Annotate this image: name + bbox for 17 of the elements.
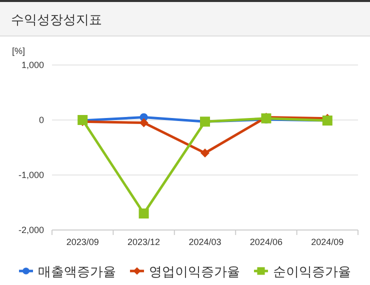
legend-label: 순이익증가율 [273, 264, 351, 279]
point [200, 148, 210, 158]
point [139, 118, 148, 128]
x-tick-label: 2024/09 [311, 237, 344, 247]
legend-label: 영업이익증가율 [149, 264, 240, 279]
y-tick-label: 1,000 [21, 60, 44, 70]
x-tick-label: 2023/12 [128, 237, 160, 247]
chart-title: 수익성장성지표 [11, 12, 102, 27]
point [138, 208, 149, 218]
x-tick-label: 2024/06 [250, 237, 282, 247]
y-tick-label: 0 [38, 115, 44, 125]
y-tick-label: -1,000 [18, 170, 44, 180]
y-tick-label: -2,000 [18, 225, 44, 235]
y-axis-title: [%] [12, 46, 26, 56]
x-tick-label: 2023/09 [66, 237, 99, 247]
legend-label: 매출액증가율 [38, 264, 116, 279]
x-tick-label: 2024/03 [188, 237, 222, 247]
